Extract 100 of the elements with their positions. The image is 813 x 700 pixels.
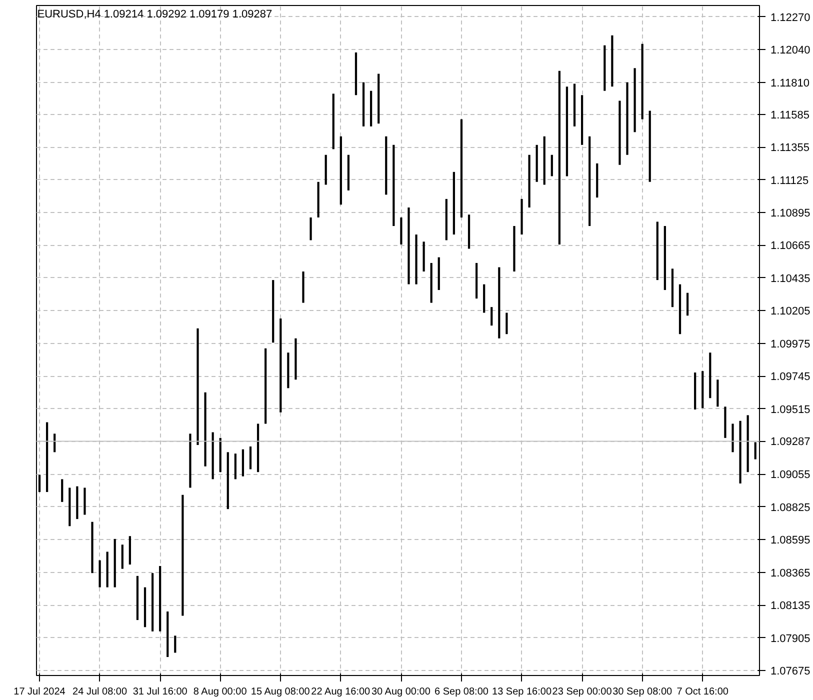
bar: [212, 432, 214, 480]
bar: [280, 318, 282, 412]
bar: [204, 392, 206, 466]
x-tick-label: 31 Jul 16:00: [132, 686, 188, 698]
x-tick-label: 6 Sep 08:00: [434, 686, 489, 698]
bar: [68, 488, 71, 526]
bar: [754, 442, 756, 460]
bar: [656, 222, 658, 280]
bar: [332, 94, 334, 150]
x-tick-label: 13 Sep 16:00: [492, 686, 552, 698]
bar: [128, 536, 131, 565]
bar: [174, 636, 176, 653]
y-tick-label: 1.09975: [770, 338, 810, 350]
y-tick-label: 1.08595: [770, 534, 810, 547]
bar: [362, 82, 365, 126]
x-tick-label: 23 Sep 00:00: [552, 686, 612, 698]
bar: [604, 45, 606, 91]
bar: [310, 217, 312, 240]
bar: [370, 90, 372, 126]
bar: [626, 82, 628, 155]
bar: [664, 226, 666, 290]
bar: [256, 424, 260, 472]
y-tick-label: 1.10895: [770, 207, 810, 220]
bar: [121, 544, 124, 569]
bar: [543, 136, 546, 185]
y-tick-label: 1.09515: [770, 404, 810, 416]
bar: [671, 268, 674, 308]
x-tick-label: 17 Jul 2024: [14, 686, 66, 698]
bar: [528, 154, 530, 208]
bar: [76, 486, 78, 520]
y-tick-label: 1.07905: [770, 632, 810, 645]
bar: [54, 434, 56, 452]
bar: [347, 154, 350, 190]
y-tick-label: 1.11585: [770, 109, 810, 122]
bar: [716, 380, 719, 407]
bar: [732, 424, 734, 452]
y-tick-label: 1.12040: [770, 44, 810, 57]
bar: [702, 371, 704, 408]
bar: [114, 538, 116, 588]
bar: [91, 522, 94, 574]
bar: [513, 226, 516, 272]
bar: [136, 576, 139, 620]
bar: [490, 307, 493, 326]
bar: [415, 234, 418, 284]
bar: [159, 566, 162, 632]
bar: [264, 348, 267, 424]
bar: [580, 95, 584, 145]
bar: [219, 438, 222, 472]
bar: [98, 560, 101, 588]
bar: [317, 182, 320, 218]
bar: [686, 292, 689, 316]
y-tick-label: 1.09745: [770, 371, 810, 384]
bar: [226, 452, 229, 510]
bar: [385, 136, 388, 195]
bar: [84, 488, 86, 515]
y-tick-label: 1.10435: [770, 272, 810, 285]
bar: [340, 136, 342, 205]
y-tick-label: 1.10665: [770, 240, 810, 252]
bar: [445, 198, 448, 240]
x-tick-label: 15 Aug 08:00: [250, 686, 310, 698]
bar: [166, 611, 169, 658]
bar: [566, 86, 568, 176]
y-tick-label: 1.10205: [770, 306, 810, 318]
bar: [506, 312, 508, 334]
bar: [550, 154, 553, 176]
bar: [618, 100, 621, 165]
y-tick-label: 1.11810: [770, 77, 810, 90]
x-tick-label: 30 Aug 00:00: [371, 686, 431, 698]
y-tick-label: 1.09055: [770, 469, 810, 482]
bar: [324, 154, 327, 185]
bar: [460, 119, 463, 218]
bar: [249, 446, 252, 470]
bar: [611, 35, 614, 87]
bar: [739, 420, 742, 484]
x-tick-label: 7 Oct 16:00: [676, 686, 729, 698]
bar: [694, 372, 696, 410]
bar: [430, 262, 432, 303]
chart-title: EURUSD,H4 1.09214 1.09292 1.09179 1.09287: [37, 8, 272, 20]
bar: [61, 479, 64, 502]
x-tick-label: 24 Jul 08:00: [72, 686, 128, 698]
bar: [678, 284, 682, 334]
y-tick-label: 1.08365: [770, 567, 810, 580]
bar: [558, 70, 560, 244]
bar: [196, 328, 199, 446]
bar: [452, 172, 456, 235]
bar: [408, 207, 410, 284]
y-tick-label: 1.11355: [770, 142, 810, 154]
bar: [144, 587, 146, 628]
y-tick-label: 1.08135: [770, 600, 810, 612]
bar: [242, 449, 244, 476]
y-tick-label: 1.12270: [770, 12, 810, 24]
bar: [189, 434, 192, 488]
bar: [151, 573, 154, 632]
bar: [106, 552, 108, 588]
bar: [709, 352, 712, 398]
x-tick-label: 30 Sep 08:00: [612, 686, 673, 698]
y-tick-label: 1.07675: [770, 666, 810, 678]
bar: [483, 284, 486, 313]
bar: [294, 338, 297, 380]
bar: [596, 163, 598, 198]
